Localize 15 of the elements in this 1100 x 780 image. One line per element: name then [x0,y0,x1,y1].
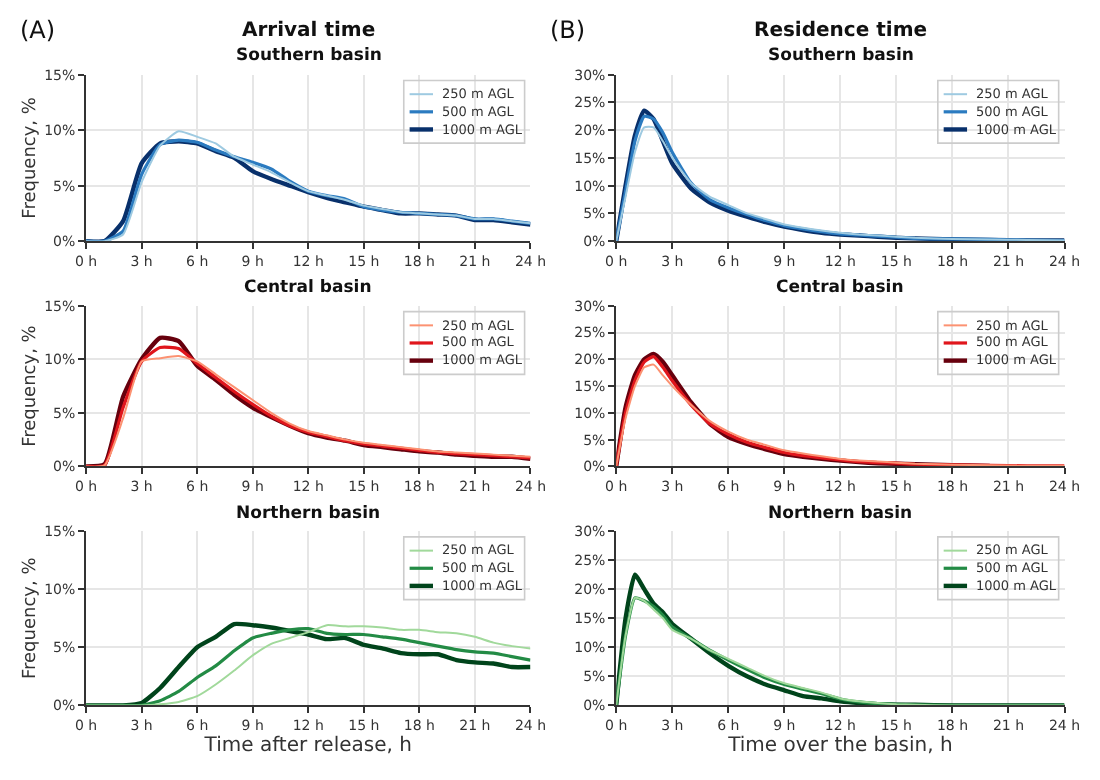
chart-title: Southern basin [768,46,914,66]
chart-title: Southern basin [236,46,382,66]
text: (A) [20,16,56,44]
x-axis-title: Time over the basin, h [726,735,953,758]
text: (B) [550,16,586,44]
y-axis-title: Frequency, % [20,324,41,447]
y-axis-title: Frequency, % [20,556,41,679]
chart-title: Northern basin [236,504,381,524]
x-axis-title: Time after release, h [202,735,412,758]
chart-title: Central basin [776,278,904,298]
text: Arrival time [242,20,376,42]
y-axis-title: Frequency, % [20,96,41,219]
chart-title: Northern basin [768,504,913,524]
text: Residence time [754,20,928,42]
chart-title: Central basin [244,278,372,298]
